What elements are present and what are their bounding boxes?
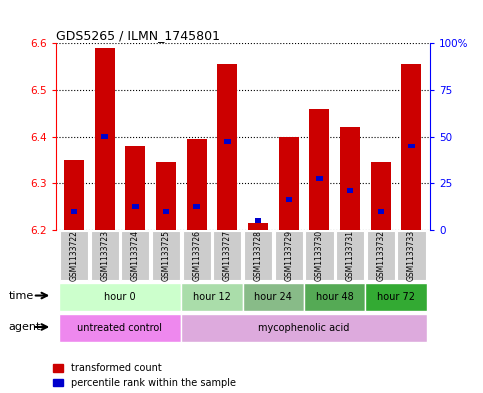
Bar: [224, 139, 230, 143]
Text: GSM1133722: GSM1133722: [70, 230, 78, 281]
Bar: [71, 209, 77, 213]
Text: GDS5265 / ILMN_1745801: GDS5265 / ILMN_1745801: [56, 29, 220, 42]
Bar: [255, 218, 261, 223]
FancyBboxPatch shape: [121, 231, 149, 280]
Text: GSM1133725: GSM1133725: [161, 230, 170, 281]
Bar: [187, 139, 207, 230]
Text: hour 12: hour 12: [193, 292, 231, 302]
Text: hour 0: hour 0: [104, 292, 136, 302]
FancyBboxPatch shape: [275, 231, 303, 280]
Text: GSM1133724: GSM1133724: [131, 230, 140, 281]
Bar: [285, 197, 292, 202]
FancyBboxPatch shape: [181, 314, 427, 342]
Text: GSM1133730: GSM1133730: [315, 230, 324, 281]
Bar: [401, 64, 422, 230]
Text: untreated control: untreated control: [77, 323, 162, 333]
FancyBboxPatch shape: [336, 231, 364, 280]
Text: GSM1133728: GSM1133728: [254, 230, 263, 281]
Bar: [132, 204, 139, 209]
Bar: [163, 209, 169, 213]
Bar: [101, 134, 108, 139]
FancyBboxPatch shape: [367, 231, 395, 280]
Bar: [279, 136, 298, 230]
Text: GSM1133733: GSM1133733: [407, 230, 416, 281]
FancyBboxPatch shape: [60, 231, 88, 280]
FancyBboxPatch shape: [304, 283, 366, 311]
FancyBboxPatch shape: [58, 283, 181, 311]
Bar: [310, 108, 329, 230]
FancyBboxPatch shape: [398, 231, 426, 280]
Bar: [316, 176, 323, 181]
Bar: [126, 146, 145, 230]
Text: hour 48: hour 48: [316, 292, 354, 302]
Bar: [408, 143, 414, 148]
Bar: [64, 160, 84, 230]
Text: GSM1133729: GSM1133729: [284, 230, 293, 281]
Bar: [156, 162, 176, 230]
FancyBboxPatch shape: [305, 231, 334, 280]
FancyBboxPatch shape: [213, 231, 242, 280]
Bar: [217, 64, 237, 230]
Bar: [371, 162, 391, 230]
FancyBboxPatch shape: [152, 231, 180, 280]
Text: GSM1133731: GSM1133731: [346, 230, 355, 281]
FancyBboxPatch shape: [90, 231, 119, 280]
Bar: [248, 223, 268, 230]
Text: hour 24: hour 24: [255, 292, 292, 302]
Bar: [347, 188, 353, 193]
Bar: [194, 204, 200, 209]
Text: mycophenolic acid: mycophenolic acid: [258, 323, 350, 333]
Text: GSM1133723: GSM1133723: [100, 230, 109, 281]
Text: GSM1133726: GSM1133726: [192, 230, 201, 281]
FancyBboxPatch shape: [183, 231, 211, 280]
Text: hour 72: hour 72: [377, 292, 415, 302]
Bar: [378, 209, 384, 213]
Text: GSM1133732: GSM1133732: [376, 230, 385, 281]
FancyBboxPatch shape: [243, 283, 304, 311]
Bar: [95, 48, 114, 230]
Text: time: time: [9, 290, 34, 301]
Text: GSM1133727: GSM1133727: [223, 230, 232, 281]
Text: agent: agent: [9, 322, 41, 332]
FancyBboxPatch shape: [366, 283, 427, 311]
FancyBboxPatch shape: [58, 314, 181, 342]
FancyBboxPatch shape: [244, 231, 272, 280]
Legend: transformed count, percentile rank within the sample: transformed count, percentile rank withi…: [53, 363, 236, 388]
Bar: [340, 127, 360, 230]
FancyBboxPatch shape: [181, 283, 243, 311]
